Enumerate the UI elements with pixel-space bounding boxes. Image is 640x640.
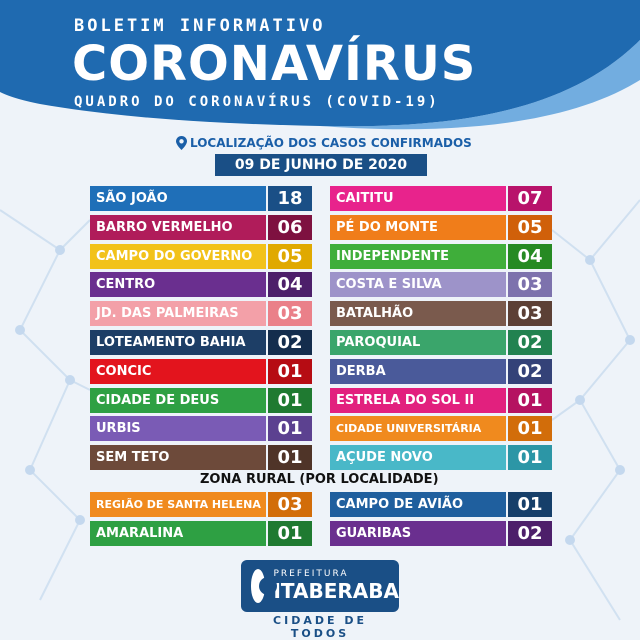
- district-row: CAMPO DE AVIÃO 01: [330, 492, 552, 517]
- location-heading: LOCALIZAÇÃO DOS CASOS CONFIRMADOS: [176, 136, 472, 150]
- district-name: GUARIBAS: [330, 520, 506, 546]
- district-row: CAMPO DO GOVERNO 05: [90, 243, 312, 269]
- district-name: COSTA E SILVA: [330, 272, 506, 298]
- case-count: 01: [508, 416, 552, 442]
- district-name: BATALHÃO: [330, 301, 506, 327]
- case-count: 01: [268, 358, 312, 384]
- district-row: CIDADE DE DEUS 01: [90, 387, 312, 413]
- district-row: CONCIC 01: [90, 358, 312, 384]
- city-seal-icon: [251, 569, 278, 603]
- district-row: PÉ DO MONTE 05: [330, 214, 552, 240]
- district-name: SEM TETO: [90, 445, 266, 471]
- district-row: CENTRO 04: [90, 272, 312, 298]
- district-row: PAROQUIAL 02: [330, 330, 552, 355]
- district-row: JD. DAS PALMEIRAS 03: [90, 301, 312, 327]
- district-name: CAMPO DE AVIÃO: [330, 492, 506, 517]
- case-count: 06: [268, 214, 312, 240]
- map-pin-icon: [176, 136, 187, 150]
- district-name: BARRO VERMELHO: [90, 214, 266, 240]
- case-count: 01: [508, 445, 552, 471]
- district-name: CENTRO: [90, 272, 266, 298]
- case-count: 18: [268, 186, 312, 211]
- boletim-label: BOLETIM INFORMATIVO: [74, 16, 326, 36]
- district-row: AMARALINA 01: [90, 520, 312, 546]
- case-count: 02: [508, 358, 552, 384]
- case-count: 02: [508, 330, 552, 355]
- case-count: 02: [268, 330, 312, 355]
- district-row: CIDADE UNIVERSITÁRIA 01: [330, 416, 552, 442]
- logo-prefeitura: PREFEITURA: [273, 569, 349, 579]
- case-count: 01: [268, 416, 312, 442]
- case-count: 03: [508, 301, 552, 327]
- district-name: JD. DAS PALMEIRAS: [90, 301, 266, 327]
- district-name: CAMPO DO GOVERNO: [90, 243, 266, 269]
- district-name: PAROQUIAL: [330, 330, 506, 355]
- district-name: REGIÃO DE SANTA HELENA: [90, 492, 266, 517]
- district-name: PÉ DO MONTE: [330, 214, 506, 240]
- district-row: ESTRELA DO SOL II 01: [330, 387, 552, 413]
- district-name: AMARALINA: [90, 520, 266, 546]
- district-name: URBIS: [90, 416, 266, 442]
- district-row: INDEPENDENTE 04: [330, 243, 552, 269]
- logo-city: ITABERABA: [273, 579, 399, 603]
- case-count: 01: [268, 445, 312, 471]
- prefeitura-logo: PREFEITURA ITABERABA: [241, 560, 399, 612]
- page-title: CORONAVÍRUS: [72, 36, 477, 92]
- district-row: AÇUDE NOVO 01: [330, 445, 552, 471]
- district-name: CAITITU: [330, 186, 506, 211]
- case-count: 01: [268, 387, 312, 413]
- district-name: AÇUDE NOVO: [330, 445, 506, 471]
- district-name: CIDADE UNIVERSITÁRIA: [330, 416, 506, 442]
- district-row: SEM TETO 01: [90, 445, 312, 471]
- district-name: LOTEAMENTO BAHIA: [90, 330, 266, 355]
- district-row: URBIS 01: [90, 416, 312, 442]
- district-name: ESTRELA DO SOL II: [330, 387, 506, 413]
- case-count: 03: [268, 492, 312, 517]
- case-count: 05: [508, 214, 552, 240]
- rural-zone-heading: ZONA RURAL (POR LOCALIDADE): [200, 472, 439, 487]
- district-name: CONCIC: [90, 358, 266, 384]
- case-count: 07: [508, 186, 552, 211]
- page-subtitle: QUADRO DO CORONAVÍRUS (COVID-19): [74, 94, 440, 110]
- case-count: 03: [508, 272, 552, 298]
- district-row: BARRO VERMELHO 06: [90, 214, 312, 240]
- case-count: 04: [508, 243, 552, 269]
- district-name: SÃO JOÃO: [90, 186, 266, 211]
- district-name: CIDADE DE DEUS: [90, 387, 266, 413]
- logo-tagline: CIDADE DE TODOS: [273, 614, 367, 640]
- district-row: LOTEAMENTO BAHIA 02: [90, 330, 312, 355]
- case-count: 04: [268, 272, 312, 298]
- district-row: BATALHÃO 03: [330, 301, 552, 327]
- case-count: 01: [268, 520, 312, 546]
- header-banner: [0, 0, 640, 130]
- case-count: 01: [508, 492, 552, 517]
- case-count: 01: [508, 387, 552, 413]
- district-row: REGIÃO DE SANTA HELENA 03: [90, 492, 312, 517]
- district-row: SÃO JOÃO 18: [90, 186, 312, 211]
- case-count: 03: [268, 301, 312, 327]
- district-row: DERBA 02: [330, 358, 552, 384]
- district-name: DERBA: [330, 358, 506, 384]
- date-badge: 09 DE JUNHO DE 2020: [215, 154, 427, 176]
- district-row: GUARIBAS 02: [330, 520, 552, 546]
- case-count: 02: [508, 520, 552, 546]
- logo-text: PREFEITURA ITABERABA: [273, 569, 399, 603]
- district-name: INDEPENDENTE: [330, 243, 506, 269]
- location-label: LOCALIZAÇÃO DOS CASOS CONFIRMADOS: [190, 136, 472, 150]
- district-row: CAITITU 07: [330, 186, 552, 211]
- district-row: COSTA E SILVA 03: [330, 272, 552, 298]
- case-count: 05: [268, 243, 312, 269]
